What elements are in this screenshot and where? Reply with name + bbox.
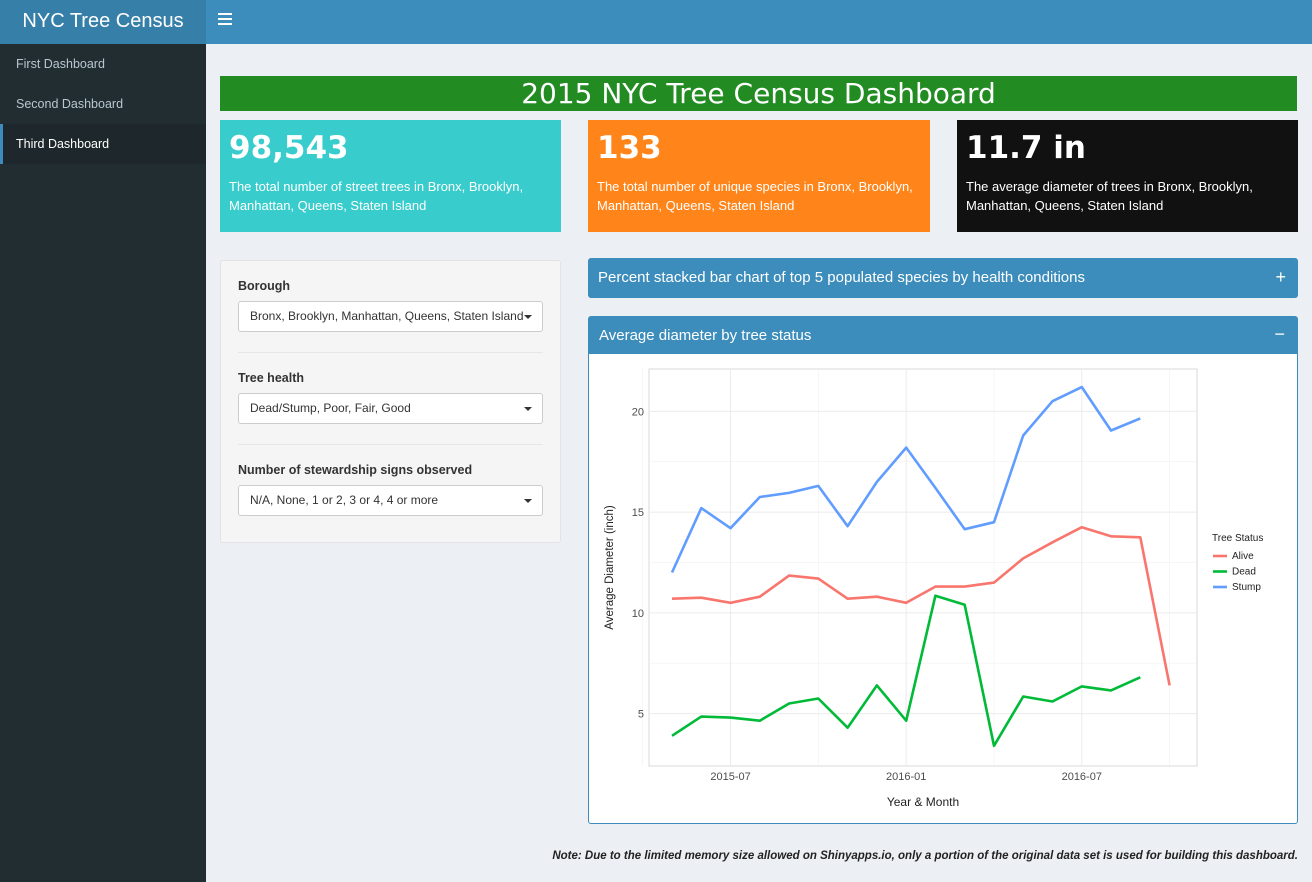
select-value: Bronx, Brooklyn, Manhattan, Queens, Stat… xyxy=(250,309,524,323)
value-box-total-trees: 98,543 The total number of street trees … xyxy=(220,120,561,232)
sidebar-item-second-dashboard[interactable]: Second Dashboard xyxy=(16,97,124,111)
y-tick-label: 10 xyxy=(632,608,644,620)
sidebar: First Dashboard Second Dashboard Third D… xyxy=(0,44,206,882)
caret-down-icon xyxy=(524,407,532,411)
box-title: Percent stacked bar chart of top 5 popul… xyxy=(598,269,1085,286)
page-title: 2015 NYC Tree Census Dashboard xyxy=(220,76,1297,111)
value-box-value: 11.7 in xyxy=(966,130,1086,166)
value-box-subtitle: The average diameter of trees in Bronx, … xyxy=(966,179,1253,213)
collapse-minus-icon[interactable]: − xyxy=(1274,324,1285,344)
menu-toggle-icon[interactable] xyxy=(218,13,232,31)
filter-stewardship: Number of stewardship signs observed N/A… xyxy=(238,444,543,516)
filter-label: Borough xyxy=(238,279,291,293)
x-tick-label: 2016-01 xyxy=(886,771,926,783)
box-title: Average diameter by tree status xyxy=(599,327,812,344)
line-chart: 5 10 15 20 2015-07 2016-01 2016-07 Year & Month… xyxy=(604,368,1263,809)
value-box-average-diameter: 11.7 in The average diameter of trees in… xyxy=(957,120,1298,232)
x-tick-label: 2016-07 xyxy=(1062,771,1102,783)
stewardship-select[interactable]: N/A, None, 1 or 2, 3 or 4, 4 or more xyxy=(238,485,543,516)
select-value: N/A, None, 1 or 2, 3 or 4, 4 or more xyxy=(250,493,439,507)
value-box-value: 98,543 xyxy=(229,130,349,166)
x-tick-label: 2015-07 xyxy=(710,771,750,783)
series-line-dead xyxy=(671,594,1141,748)
filter-panel: Borough Bronx, Brooklyn, Manhattan, Quee… xyxy=(220,260,561,543)
box-header: Average diameter by tree status − xyxy=(589,317,1297,354)
value-box-value: 133 xyxy=(597,130,662,166)
caret-down-icon xyxy=(524,499,532,503)
top-navbar xyxy=(206,0,1312,44)
value-box-unique-species: 133 The total number of unique species i… xyxy=(588,120,930,232)
plot-panel xyxy=(648,368,1198,767)
x-axis-label: Year & Month xyxy=(887,795,959,809)
app-title[interactable]: NYC Tree Census xyxy=(0,0,206,44)
filter-tree-health: Tree health Dead/Stump, Poor, Fair, Good xyxy=(238,352,543,424)
borough-select[interactable]: Bronx, Brooklyn, Manhattan, Queens, Stat… xyxy=(238,301,543,332)
y-tick-label: 20 xyxy=(632,406,644,418)
legend-label-alive: Alive xyxy=(1232,551,1254,562)
expand-plus-icon[interactable]: + xyxy=(1275,267,1286,287)
value-box-subtitle: The total number of street trees in Bron… xyxy=(229,179,524,213)
y-tick-label: 5 xyxy=(638,709,644,721)
diameter-chart-box: Average diameter by tree status − 5 10 15 2… xyxy=(588,316,1298,824)
sidebar-item-first-dashboard[interactable]: First Dashboard xyxy=(16,57,105,71)
filter-borough: Borough Bronx, Brooklyn, Manhattan, Quee… xyxy=(238,261,543,332)
series-line-alive xyxy=(671,525,1171,686)
legend-label-dead: Dead xyxy=(1232,567,1256,578)
select-value: Dead/Stump, Poor, Fair, Good xyxy=(250,401,411,415)
filter-label: Tree health xyxy=(238,371,304,385)
footnote: Note: Due to the limited memory size all… xyxy=(552,850,1298,862)
tree-health-select[interactable]: Dead/Stump, Poor, Fair, Good xyxy=(238,393,543,424)
filter-label: Number of stewardship signs observed xyxy=(238,463,473,477)
series-line-stump xyxy=(670,385,1141,574)
legend-title: Tree Status xyxy=(1212,533,1263,544)
legend-label-stump: Stump xyxy=(1232,582,1261,593)
value-box-subtitle: The total number of unique species in Br… xyxy=(597,179,913,213)
species-health-box: Percent stacked bar chart of top 5 popul… xyxy=(588,258,1298,298)
sidebar-item-third-dashboard[interactable]: Third Dashboard xyxy=(0,124,206,164)
y-axis-label: Average Diameter (inch) xyxy=(604,505,616,630)
y-tick-label: 15 xyxy=(632,507,644,519)
caret-down-icon xyxy=(524,315,532,319)
